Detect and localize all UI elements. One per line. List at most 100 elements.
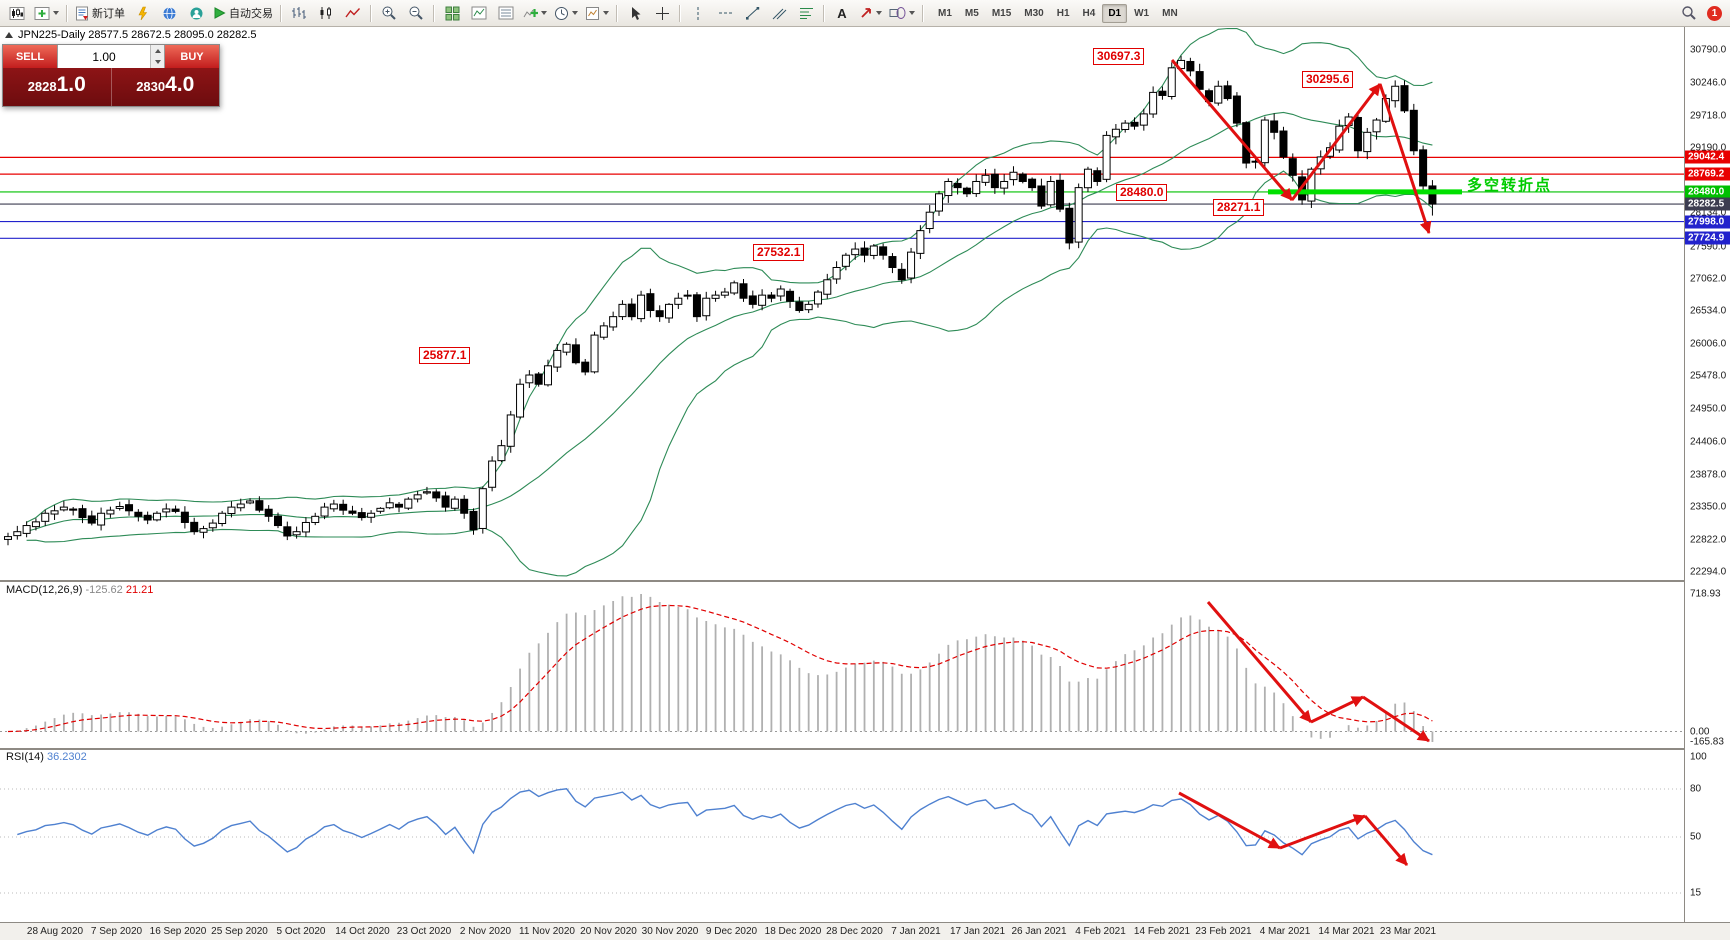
price-annotation[interactable]: 30295.6: [1302, 71, 1354, 88]
community-button[interactable]: [183, 3, 209, 23]
zoom-in-button[interactable]: [376, 3, 402, 23]
periods-button[interactable]: [551, 3, 581, 23]
trade-panel-prices: 2828 1.0 2830 4.0: [3, 68, 219, 106]
bars-chart-type-button[interactable]: [286, 3, 312, 23]
volume-increase-button[interactable]: [151, 45, 164, 57]
price-tick: 24406.0: [1690, 436, 1727, 448]
tile-windows-icon: [445, 6, 459, 20]
lightning-icon: [138, 6, 148, 20]
indicator-chart-icon: [471, 6, 487, 20]
horizontal-line-tool-button[interactable]: [712, 3, 738, 23]
timeframe-w1-button[interactable]: W1: [1134, 7, 1150, 19]
time-axis-label: 23 Mar 2021: [1379, 926, 1437, 937]
time-axis-label: 18 Dec 2020: [764, 926, 822, 937]
rsi-pane-separator[interactable]: [0, 748, 1684, 751]
turning-point-label[interactable]: 多空转折点: [1467, 177, 1553, 194]
macd-pane-separator[interactable]: [0, 580, 1684, 583]
sell-price[interactable]: 2828 1.0: [3, 68, 112, 106]
arrow-marker-icon: [861, 8, 871, 18]
new-chart-button[interactable]: [4, 3, 30, 23]
price-annotation[interactable]: 27532.1: [753, 244, 805, 261]
toolbar-separator: [433, 4, 435, 22]
trendline-icon: [745, 7, 759, 20]
arrow-tool-button[interactable]: [856, 3, 885, 23]
price-tick: 23878.0: [1690, 469, 1727, 481]
volume-control: [57, 45, 165, 68]
volume-decrease-button[interactable]: [151, 56, 164, 68]
zoom-in-icon: [382, 6, 396, 20]
auto-trading-label: 自动交易: [229, 8, 273, 20]
rsi-axis-label: 15: [1690, 887, 1702, 899]
macd-axis-label: -165.83: [1690, 736, 1724, 748]
time-axis-label: 7 Jan 2021: [891, 926, 941, 937]
fibonacci-icon: [799, 8, 813, 19]
rsi-value: 36.2302: [46, 751, 87, 763]
timeframe-m5-button[interactable]: M5: [964, 7, 979, 19]
price-annotation[interactable]: 30697.3: [1093, 48, 1145, 65]
price-annotation[interactable]: 25877.1: [419, 347, 471, 364]
time-axis-label: 28 Dec 2020: [826, 926, 883, 937]
price-annotation[interactable]: 28271.1: [1213, 199, 1265, 216]
time-axis-label: 9 Dec 2020: [705, 926, 758, 937]
market-button[interactable]: [156, 3, 182, 23]
line-chart-type-button[interactable]: [340, 3, 366, 23]
alerts-button[interactable]: [129, 3, 155, 23]
text-tool-button[interactable]: A: [829, 3, 855, 23]
trendline-tool-button[interactable]: [739, 3, 765, 23]
buy-price[interactable]: 2830 4.0: [112, 68, 220, 106]
time-axis-label: 25 Sep 2020: [211, 926, 268, 937]
cursor-tool-button[interactable]: [622, 3, 648, 23]
notification-badge[interactable]: 1: [1707, 5, 1722, 21]
search-icon: [1682, 6, 1696, 20]
timeframe-mn-button[interactable]: MN: [1162, 7, 1178, 19]
timeframe-m15-button[interactable]: M15: [991, 7, 1012, 19]
buy-price-big: 4.0: [165, 73, 195, 96]
time-axis-label: 7 Sep 2020: [90, 926, 143, 937]
templates-button[interactable]: [582, 3, 612, 23]
crosshair-tool-button[interactable]: [649, 3, 675, 23]
toolbar-separator: [616, 4, 618, 22]
vertical-line-tool-button[interactable]: [685, 3, 711, 23]
candlestick-chart-type-button[interactable]: [313, 3, 339, 23]
price-tick: 22294.0: [1690, 566, 1727, 578]
volume-input[interactable]: [58, 45, 150, 68]
timeframe-group: M1 M5 M15 M30 H1 H4 D1 W1 MN: [932, 3, 1184, 23]
toolbar-separator: [823, 4, 825, 22]
search-button[interactable]: [1676, 3, 1702, 23]
time-axis-label: 14 Oct 2020: [335, 926, 390, 937]
new-order-button[interactable]: 新订单: [72, 3, 128, 23]
zoom-out-button[interactable]: [403, 3, 429, 23]
collapse-icon[interactable]: [5, 32, 13, 38]
channel-tool-button[interactable]: [766, 3, 792, 23]
price-tick: 29718.0: [1690, 110, 1727, 122]
time-axis-label: 30 Nov 2020: [641, 926, 699, 937]
profiles-button[interactable]: [31, 3, 62, 23]
timeframe-d1-button[interactable]: D1: [1102, 3, 1128, 23]
timeframe-h4-button[interactable]: H4: [1082, 7, 1096, 19]
timeframe-h1-button[interactable]: H1: [1056, 7, 1070, 19]
volume-spinner: [150, 45, 164, 68]
time-axis-label: 23 Oct 2020: [396, 926, 452, 937]
price-annotation[interactable]: 28480.0: [1116, 184, 1168, 201]
auto-trading-button[interactable]: 自动交易: [210, 3, 276, 23]
timeframe-m1-button[interactable]: M1: [938, 7, 952, 19]
buy-button[interactable]: BUY: [165, 45, 219, 68]
indicators-window-button[interactable]: [466, 3, 492, 23]
tile-windows-button[interactable]: [439, 3, 465, 23]
time-axis[interactable]: 28 Aug 2020 7 Sep 2020 16 Sep 2020 25 Sep 2…: [0, 922, 1730, 940]
buy-price-base: 2830: [136, 79, 166, 94]
timeframe-m30-button[interactable]: M30: [1024, 7, 1044, 19]
fibonacci-tool-button[interactable]: [793, 3, 819, 23]
data-window-button[interactable]: [493, 3, 519, 23]
toolbar-separator: [922, 4, 924, 22]
sell-button[interactable]: SELL: [3, 45, 57, 68]
clock-icon: [555, 6, 568, 20]
candlesticks-icon: [320, 7, 331, 19]
data-window-icon: [498, 6, 514, 20]
trade-panel-controls: SELL BUY: [3, 45, 219, 68]
add-indicator-button[interactable]: [520, 3, 550, 23]
shapes-tool-button[interactable]: [886, 3, 918, 23]
market-globe-icon: [163, 6, 175, 20]
